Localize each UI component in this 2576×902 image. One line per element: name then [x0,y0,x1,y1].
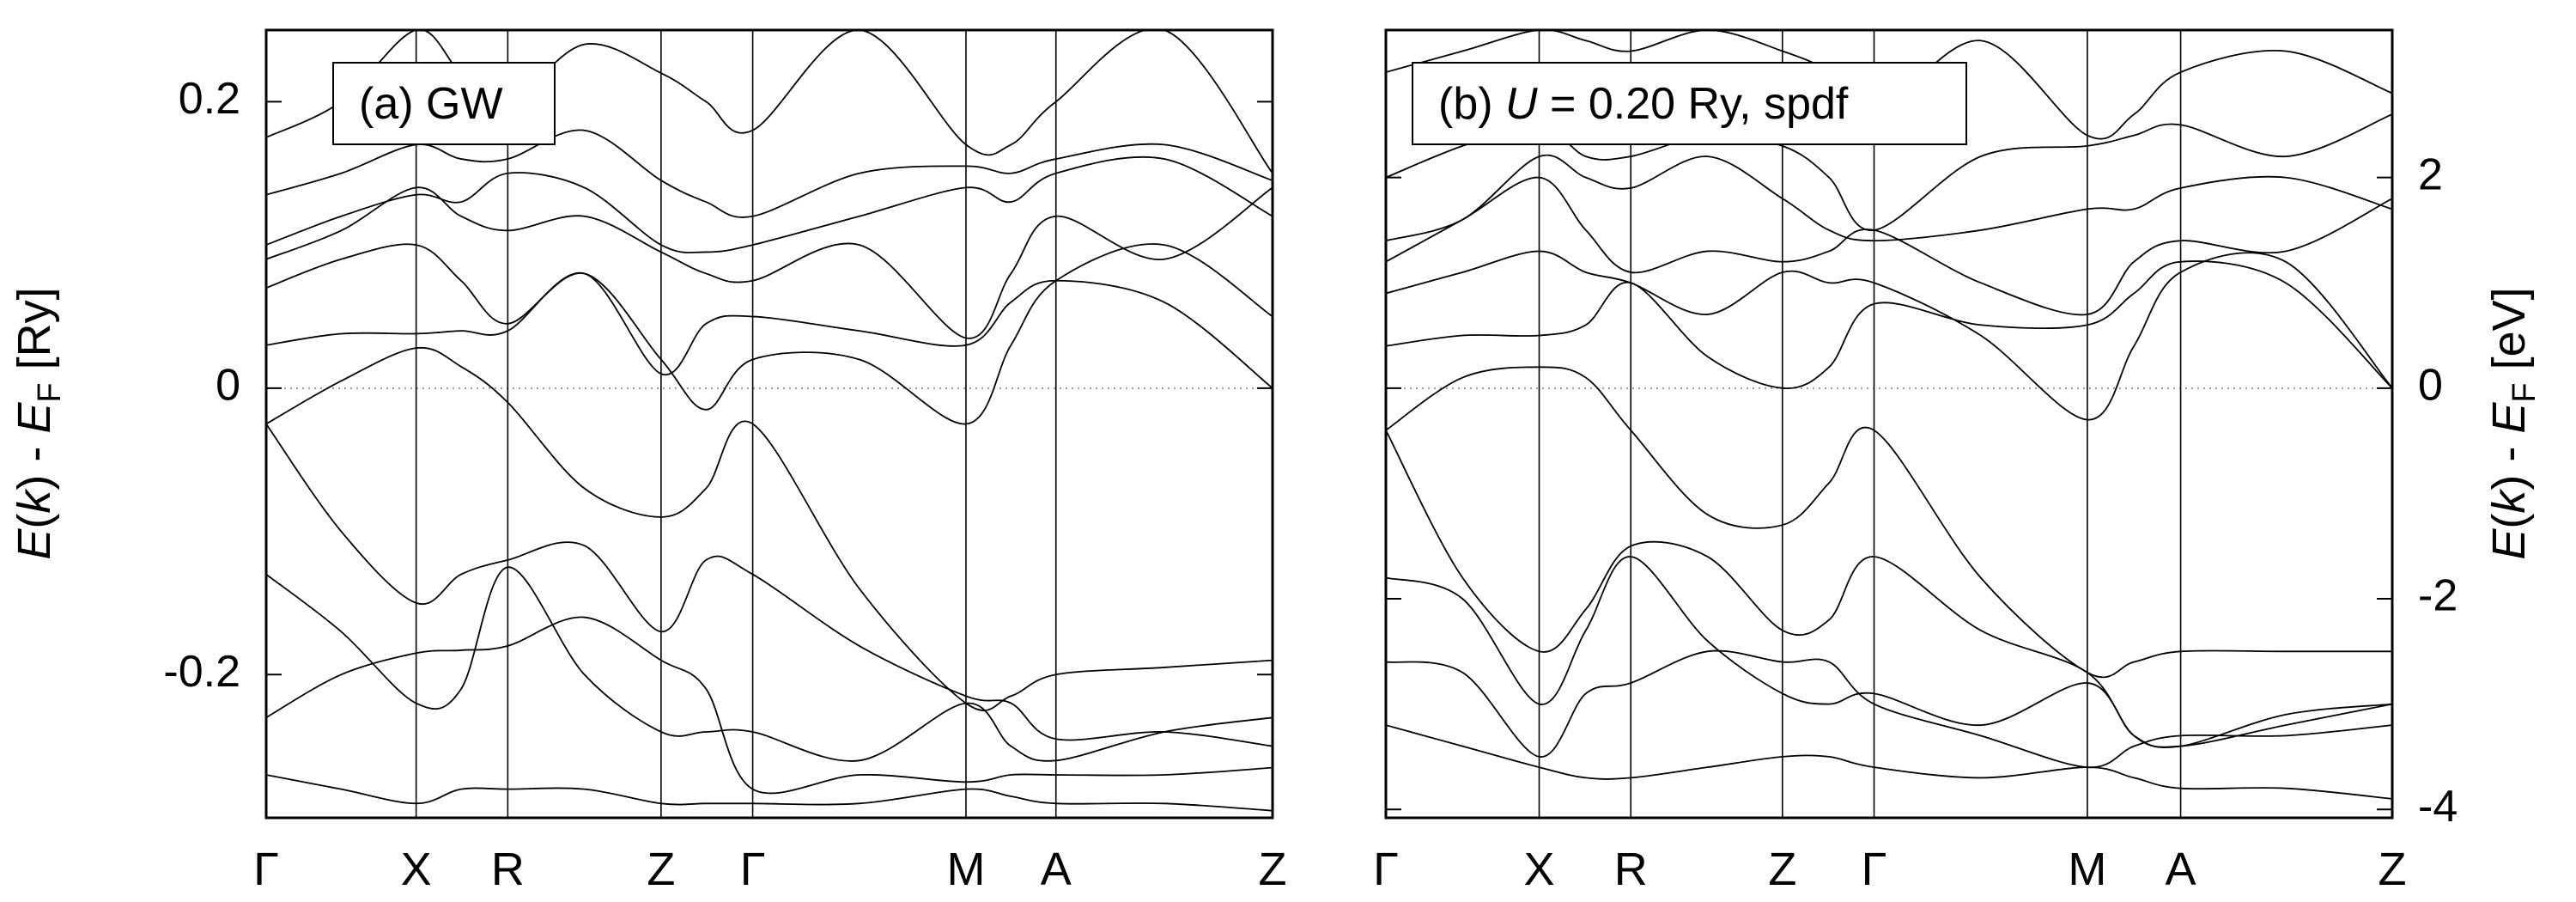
plot-frame [264,28,1274,820]
y-axis-label-part: ) - [9,434,60,491]
annotation: (b) U = 0.20 Ry, spdf [1438,79,1849,129]
band-line [266,155,1273,253]
band-line [266,423,1273,747]
panel: Γ X R Z Γ M A Z-0.200.2 (a) GWE(k) - EF [Ry] [9,28,1287,895]
band-line [1386,260,2392,389]
x-tick-label: R [491,844,525,895]
y-tick-label: -4 [2418,782,2458,832]
band-line [266,243,1273,425]
band-line [1386,556,2392,749]
x-tick-label: Z [1768,844,1796,895]
x-tick-label: Z [2379,844,2407,895]
annotation-part: (a) GW [359,79,503,129]
band-line [266,346,1273,711]
panel: Γ X R Z Γ M A Z-4-202(b) U = 0.20 Ry, spdfE(k) … [1373,28,2543,895]
y-tick-label: 2 [2418,149,2443,199]
y-axis-label-part: E [9,402,60,434]
band-line [266,566,1273,762]
y-axis-label-part: F [32,382,68,402]
annotation-part: = 0.20 Ry, spdf [1538,79,1849,129]
y-axis-label-part: [eV] [2483,287,2535,382]
y-axis-label: E(k) - EF [Ry] [9,287,68,559]
y-tick-label: 0 [216,361,240,411]
y-axis-label-part: k [2483,488,2535,514]
band-line [1386,154,2392,242]
y-axis-label-part: ) - [2483,434,2535,491]
y-axis-label-part: E [2483,402,2535,434]
annotation-part: (b) [1438,79,1505,129]
band-line [266,271,1273,389]
x-tick-label: X [1524,844,1555,895]
x-tick-label: Z [647,844,675,895]
x-tick-label: Γ [1373,844,1399,895]
y-tick-label: 0.2 [179,74,240,124]
band-line [266,129,1273,218]
annotation-box [1412,62,1967,145]
band-line [1386,366,2392,679]
y-tick-label: -2 [2418,571,2458,621]
band-line [266,186,1273,339]
band-line [1386,176,2392,316]
band-line [266,616,1273,795]
band-line [1386,430,2392,748]
x-tick-label: Γ [253,844,279,895]
bands [266,30,1273,812]
annotation: (a) GW [359,79,503,129]
x-tick-label: X [401,844,432,895]
annotation-box [332,62,556,145]
y-axis-label-part: ( [9,514,60,529]
x-tick-label: A [2166,844,2196,895]
x-tick-label: M [946,844,985,895]
band-line [1386,724,2392,800]
y-axis-label-part: k [9,488,60,514]
y-axis-label: E(k) - EF [eV] [2483,287,2543,559]
y-axis-label-part: [Ry] [9,287,60,382]
y-tick-label: -0.2 [163,647,240,697]
y-axis-label-part: E [2483,528,2535,560]
x-tick-label: R [1614,844,1648,895]
x-tick-label: Z [1259,844,1287,895]
band-line [1386,250,2392,421]
x-tick-label: A [1041,844,1072,895]
bands [1386,30,2392,800]
band-line [266,30,1273,174]
annotation-part: U [1505,79,1538,129]
y-axis-label-part: F [2506,382,2543,402]
band-line [266,774,1273,812]
x-tick-label: M [2068,844,2106,895]
y-axis-label-part: E [9,528,60,560]
x-tick-label: Γ [1862,844,1887,895]
band-line [1386,649,2392,769]
x-tick-label: Γ [740,844,766,895]
y-axis-label-part: ( [2483,514,2535,529]
y-tick-label: 0 [2418,361,2443,411]
plot-frame [1384,28,2394,820]
